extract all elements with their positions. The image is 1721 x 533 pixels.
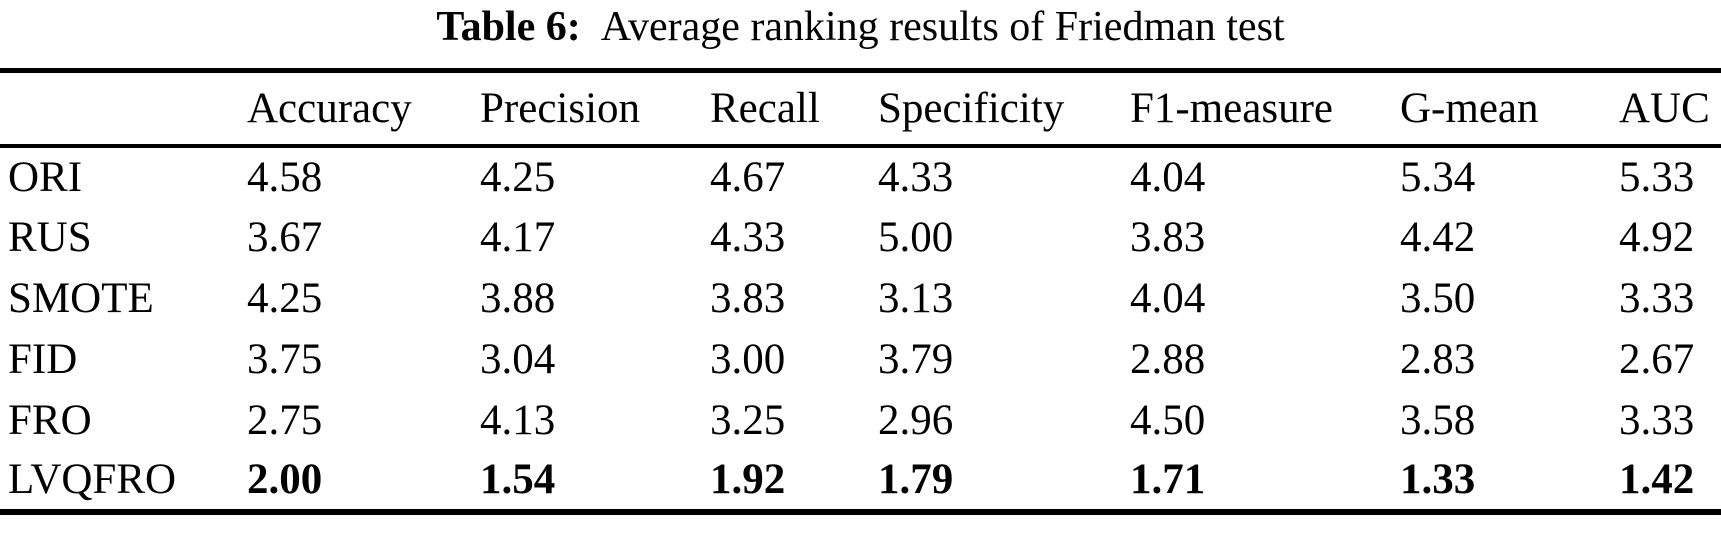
table-cell: 1.42 [1619, 456, 1695, 503]
table-cell: 4.33 [878, 153, 954, 201]
table-cell: 4.13 [480, 396, 556, 444]
table-cell: 4.04 [1130, 274, 1206, 322]
table-cell: 4.50 [1130, 396, 1206, 444]
table-cell: 1.71 [1130, 456, 1206, 503]
table-cell: 3.88 [480, 274, 556, 322]
table-cell: 3.79 [878, 335, 954, 383]
table-cell: 1.54 [480, 456, 556, 503]
row-label: RUS [8, 213, 92, 261]
table-cell: 2.83 [1400, 335, 1476, 383]
row-label: ORI [8, 153, 83, 201]
table-cell: 5.34 [1400, 153, 1476, 201]
row-label: FRO [8, 396, 92, 444]
table-cell: 4.67 [710, 153, 786, 201]
table-row-fid: FID 3.75 3.04 3.00 3.79 2.88 2.83 2.67 [0, 329, 1721, 390]
column-header-precision: Precision [480, 84, 641, 132]
table-cell: 3.25 [710, 396, 786, 444]
table-cell: 3.67 [247, 213, 323, 261]
table-cell: 4.33 [710, 213, 786, 261]
table-cell: 5.00 [878, 213, 954, 261]
column-header-recall: Recall [710, 84, 820, 132]
table-row-rus: RUS 3.67 4.17 4.33 5.00 3.83 4.42 4.92 [0, 207, 1721, 268]
table-cell: 4.17 [480, 213, 556, 261]
table-cell: 3.33 [1619, 274, 1695, 322]
header-row: Accuracy Precision Recall Specificity F1… [0, 71, 1721, 146]
table-caption-label: Table 6: [436, 4, 581, 50]
table-row-ori: ORI 4.58 4.25 4.67 4.33 4.04 5.34 5.33 [0, 146, 1721, 207]
table-cell: 3.00 [710, 335, 786, 383]
table-cell: 3.33 [1619, 396, 1695, 444]
table-cell: 4.25 [247, 274, 323, 322]
table-caption-text: Average ranking results of Friedman test [600, 4, 1285, 50]
table-cell: 2.67 [1619, 335, 1695, 383]
table-cell: 2.88 [1130, 335, 1206, 383]
column-header-f1-measure: F1-measure [1130, 84, 1333, 132]
table-cell: 3.83 [1130, 213, 1206, 261]
table-cell: 1.33 [1400, 456, 1476, 503]
corner-header [0, 71, 247, 146]
table-row-lvqfro: LVQFRO 2.00 1.54 1.92 1.79 1.71 1.33 1.4… [0, 451, 1721, 512]
table-cell: 3.04 [480, 335, 556, 383]
friedman-ranking-table: Accuracy Precision Recall Specificity F1… [0, 68, 1721, 515]
table-cell: 4.25 [480, 153, 556, 201]
table-cell: 4.42 [1400, 213, 1476, 261]
table-cell: 4.58 [247, 153, 323, 201]
table-row-smote: SMOTE 4.25 3.88 3.83 3.13 4.04 3.50 3.33 [0, 268, 1721, 329]
table-cell: 4.04 [1130, 153, 1206, 201]
table-cell: 2.00 [247, 456, 323, 503]
column-header-specificity: Specificity [878, 84, 1065, 132]
table-cell: 4.92 [1619, 213, 1695, 261]
table-cell: 3.75 [247, 335, 323, 383]
table-cell: 5.33 [1619, 153, 1695, 201]
table-caption: Table 6: Average ranking results of Fried… [0, 0, 1721, 68]
column-header-auc: AUC [1619, 84, 1710, 132]
table-cell: 3.50 [1400, 274, 1476, 322]
row-label: LVQFRO [8, 456, 177, 503]
table-cell: 1.92 [710, 456, 786, 503]
table-cell: 3.13 [878, 274, 954, 322]
table-cell: 2.75 [247, 396, 323, 444]
column-header-accuracy: Accuracy [247, 84, 412, 132]
table-cell: 3.83 [710, 274, 786, 322]
table-cell: 2.96 [878, 396, 954, 444]
row-label: FID [8, 335, 78, 383]
row-label: SMOTE [8, 274, 154, 322]
table-cell: 1.79 [878, 456, 954, 503]
column-header-g-mean: G-mean [1400, 84, 1539, 132]
table-cell: 3.58 [1400, 396, 1476, 444]
table-row-fro: FRO 2.75 4.13 3.25 2.96 4.50 3.58 3.33 [0, 390, 1721, 451]
